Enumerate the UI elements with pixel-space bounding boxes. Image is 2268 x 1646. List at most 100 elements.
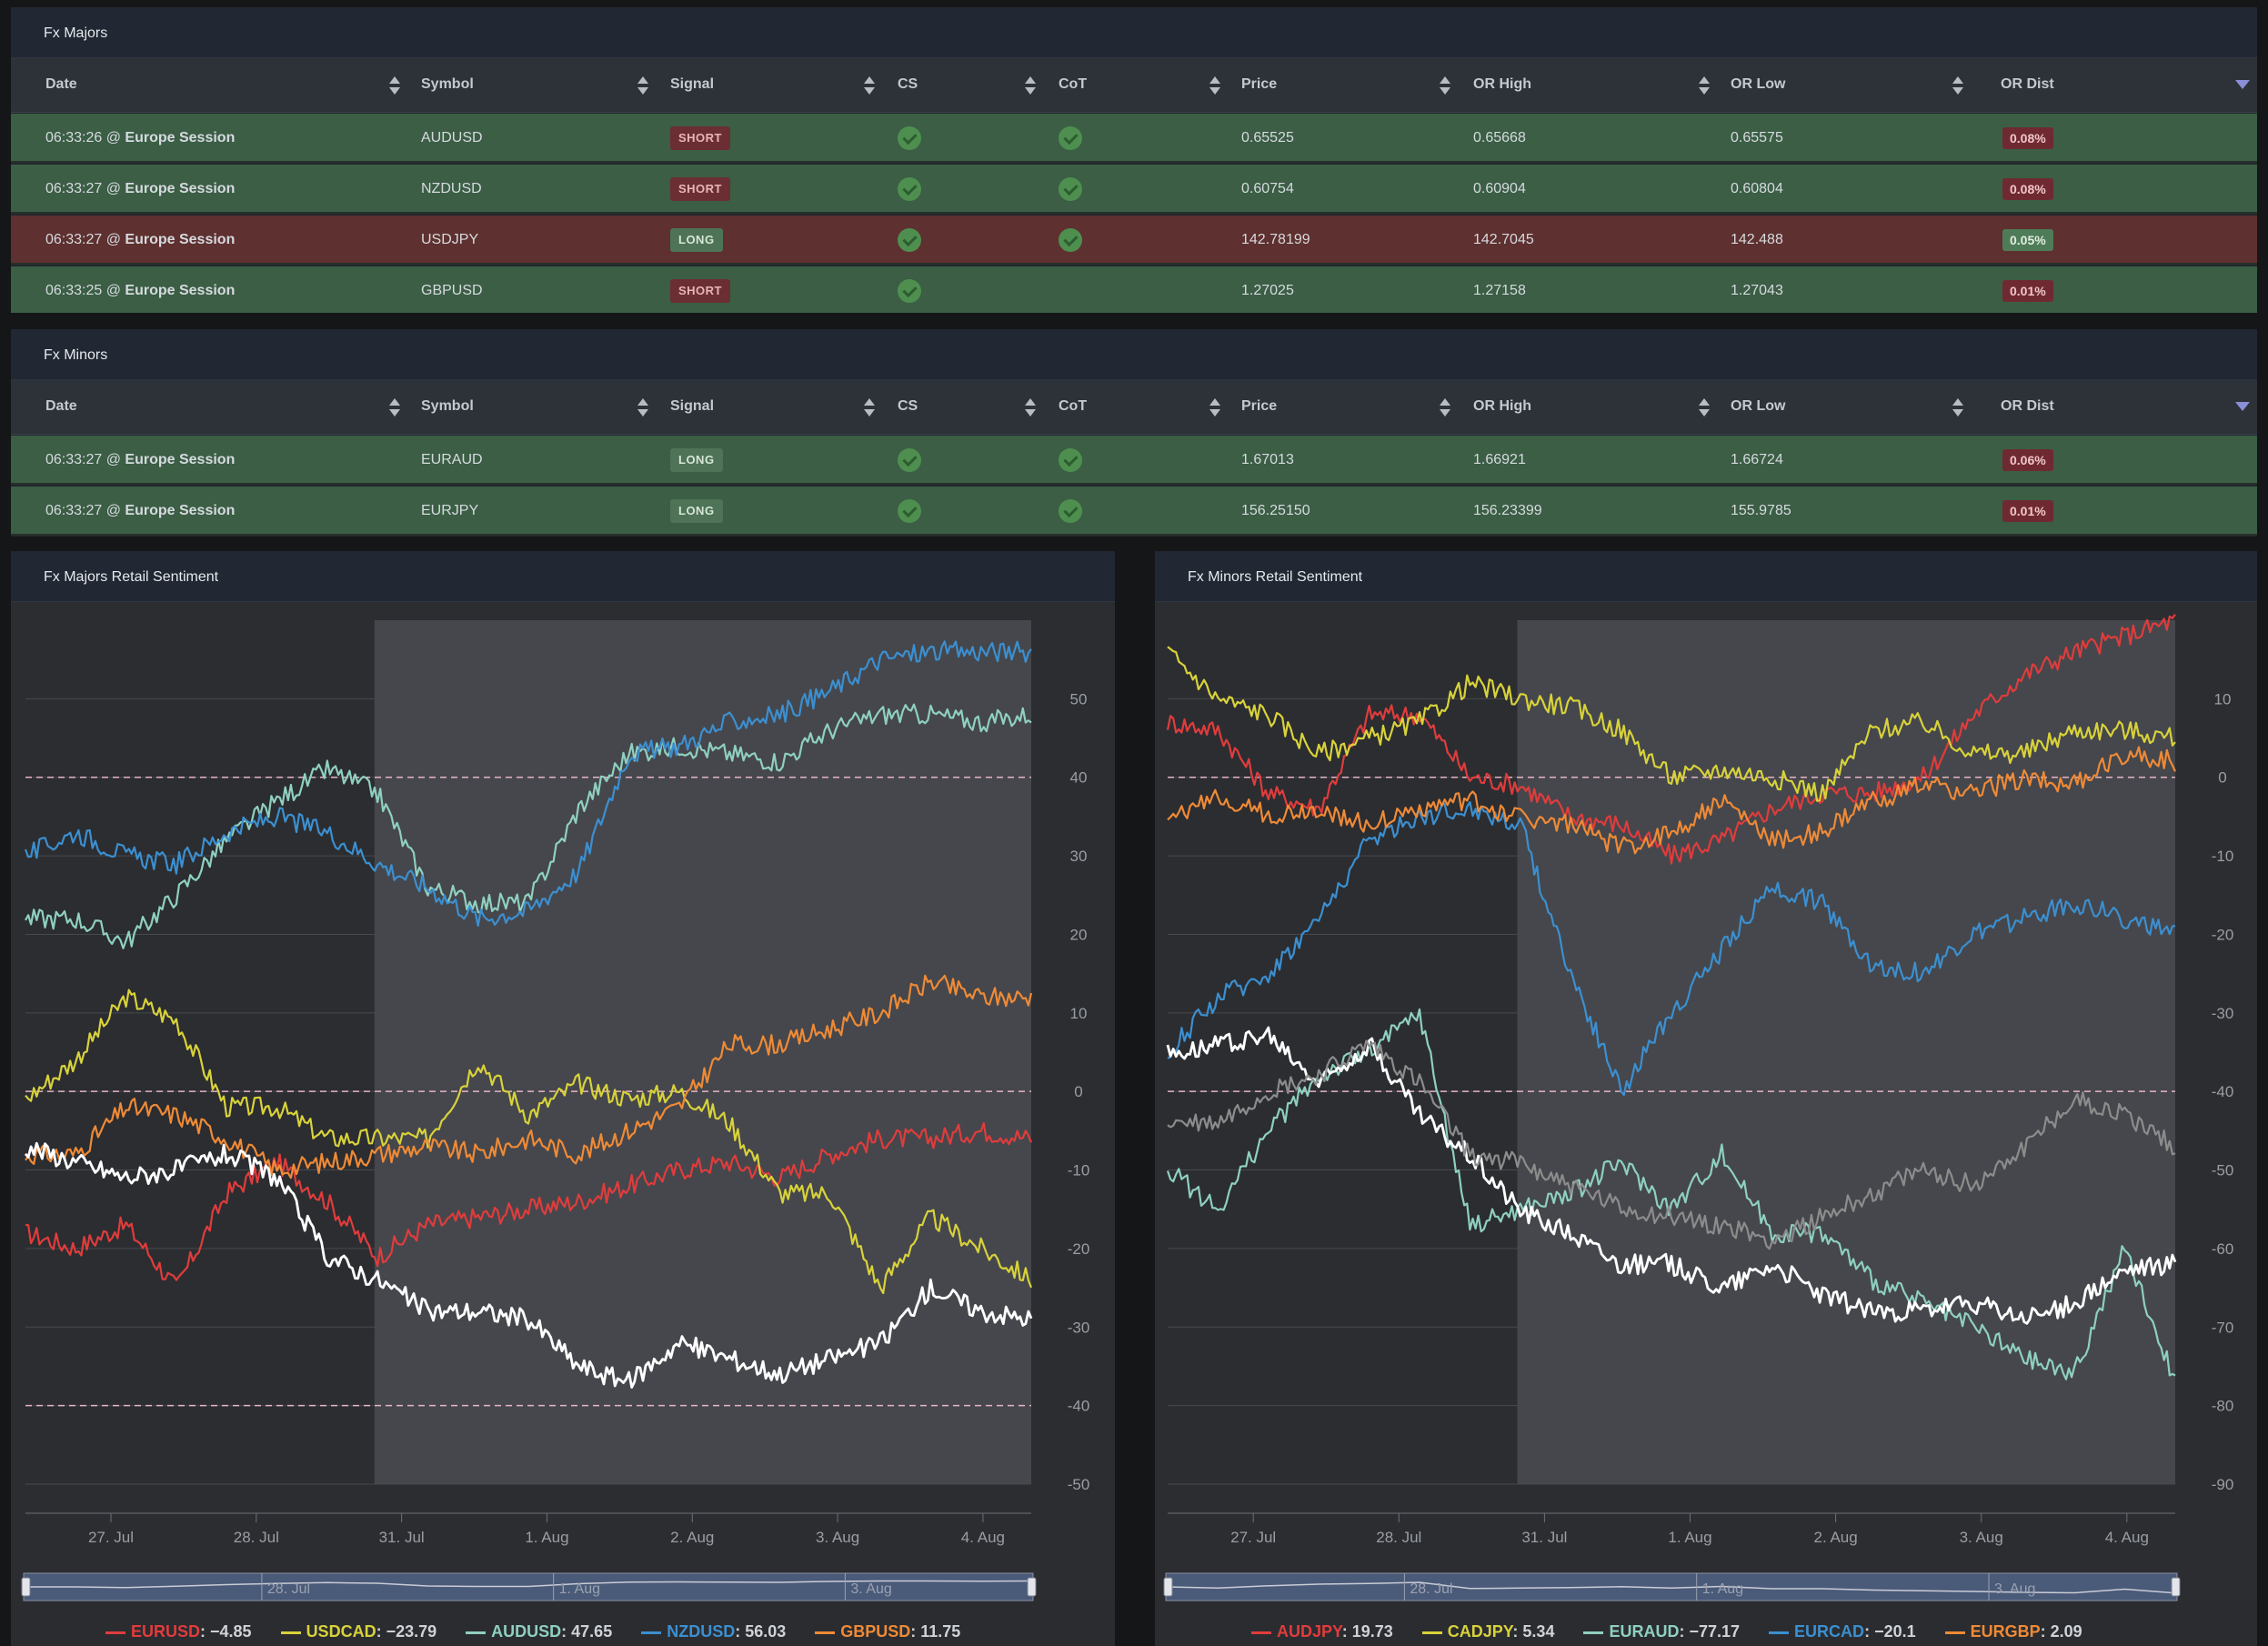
col-signal[interactable]: Signal — [670, 76, 715, 92]
legend-item-nzdusd[interactable]: NZDUSD: 56.03 — [641, 1622, 786, 1641]
y-tick-label: -20 — [2212, 926, 2234, 943]
legend-value: −23.79 — [386, 1622, 437, 1641]
series-line-eurusd[interactable] — [25, 1121, 1033, 1281]
sort-icon[interactable] — [863, 398, 875, 418]
legend-item-cadjpy[interactable]: CADJPY: 5.34 — [1421, 1622, 1554, 1641]
time-text: 06:33:27 @ — [45, 503, 121, 518]
legend-item-audjpy[interactable]: AUDJPY: 19.73 — [1251, 1622, 1393, 1641]
col-or-low[interactable]: OR Low — [1731, 76, 1786, 92]
col-date[interactable]: Date — [45, 76, 77, 92]
sort-icon[interactable] — [388, 398, 400, 418]
symbol-cell[interactable]: EURAUD — [421, 452, 483, 467]
legend-item-euraud[interactable]: EURAUD: −77.17 — [1583, 1622, 1740, 1641]
chart-title: Fx Minors Retail Sentiment — [1188, 569, 1363, 585]
minors-sentiment-chart[interactable]: 10 0 -10 -20 -30 -40 -50 -60 -70 -80 -90 27. Jul 28.… — [1155, 602, 2257, 1646]
series-line-euraud[interactable] — [1166, 1008, 2176, 1380]
signal-badge: LONG — [670, 499, 723, 523]
col-or-high[interactable]: OR High — [1473, 398, 1531, 414]
series-line-usdcad[interactable] — [25, 989, 1033, 1295]
session-text: Europe Session — [125, 130, 236, 146]
legend-item-usdcad[interactable]: USDCAD: −23.79 — [280, 1622, 437, 1641]
table-row[interactable]: 06:33:27 @ Europe Session USDJPY LONG 142.7… — [11, 216, 2257, 265]
or-dist-badge: 0.01% — [2002, 500, 2053, 522]
or-high-cell: 156.23399 — [1473, 503, 1542, 518]
legend-item-eurgbp[interactable]: EURGBP: 2.09 — [1944, 1622, 2082, 1641]
sort-icon[interactable] — [637, 76, 648, 96]
col-symbol[interactable]: Symbol — [421, 398, 474, 414]
navigator-tick-label: 28. Jul — [267, 1581, 310, 1597]
sort-icon[interactable] — [1209, 398, 1220, 418]
symbol-cell[interactable]: EURJPY — [421, 503, 479, 518]
sort-icon[interactable] — [1024, 76, 1036, 96]
legend-value: 47.65 — [571, 1622, 613, 1641]
sort-icon[interactable] — [863, 76, 875, 96]
check-icon — [1059, 448, 1082, 472]
col-or-low[interactable]: OR Low — [1731, 398, 1786, 414]
chart-title: Fx Majors Retail Sentiment — [44, 569, 219, 585]
sort-icon[interactable] — [1698, 76, 1710, 96]
x-tick-label: 31. Jul — [1521, 1529, 1567, 1546]
navigator-handle[interactable] — [21, 1577, 31, 1597]
series-line-cadjpy[interactable] — [1167, 646, 2176, 802]
series-line-gbpusd[interactable] — [25, 974, 1033, 1179]
filter-icon[interactable] — [2235, 400, 2250, 415]
legend-item-eurcad[interactable]: EURCAD: −20.1 — [1769, 1622, 1916, 1641]
col-cs[interactable]: CS — [898, 76, 918, 92]
symbol-cell[interactable]: AUDUSD — [421, 130, 483, 146]
legend-item-gbpusd[interactable]: GBPUSD: 11.75 — [815, 1622, 960, 1641]
session-text: Europe Session — [125, 181, 236, 196]
filter-icon[interactable] — [2235, 78, 2250, 93]
series-line-eurcad[interactable] — [1167, 801, 2176, 1097]
time-text: 06:33:27 @ — [45, 181, 121, 196]
sort-icon[interactable] — [388, 76, 400, 96]
fx-minors-header: Fx Minors — [11, 329, 2257, 380]
sort-icon[interactable] — [1439, 76, 1450, 96]
col-cot[interactable]: CoT — [1059, 76, 1088, 92]
col-price[interactable]: Price — [1241, 398, 1278, 414]
navigator-handle[interactable] — [2171, 1577, 2181, 1597]
sort-icon[interactable] — [1698, 398, 1710, 418]
legend-item-audusd[interactable]: AUDUSD: 47.65 — [466, 1622, 612, 1641]
sort-icon[interactable] — [1439, 398, 1450, 418]
col-or-dist[interactable]: OR Dist — [2001, 76, 2054, 92]
table-row[interactable]: 06:33:25 @ Europe Session GBPUSD SHORT 1.27… — [11, 266, 2257, 313]
fx-minors-panel: Fx Minors Date Symbol Signal CS CoT Pric… — [11, 329, 2257, 537]
series-line[interactable] — [24, 1141, 1033, 1389]
date-cell: 06:33:27 @ Europe Session — [45, 181, 235, 197]
col-date[interactable]: Date — [45, 398, 77, 414]
col-or-high[interactable]: OR High — [1473, 76, 1531, 92]
col-cs[interactable]: CS — [898, 398, 918, 414]
y-tick-label: -60 — [2212, 1240, 2234, 1258]
col-signal[interactable]: Signal — [670, 398, 715, 414]
series-line-nzdusd[interactable] — [24, 640, 1032, 928]
series-line[interactable] — [1167, 1039, 2176, 1250]
legend-item-eurusd[interactable]: EURUSD: −4.85 — [105, 1622, 252, 1641]
navigator-handle[interactable] — [1163, 1577, 1173, 1597]
sort-icon[interactable] — [637, 398, 648, 418]
table-row[interactable]: 06:33:27 @ Europe Session EURAUD LONG 1.670… — [11, 436, 2257, 485]
col-cot[interactable]: CoT — [1059, 398, 1088, 414]
signal-badge: SHORT — [670, 177, 730, 201]
or-low-cell: 142.488 — [1731, 232, 1783, 247]
col-symbol[interactable]: Symbol — [421, 76, 474, 92]
price-cell: 142.78199 — [1241, 232, 1310, 247]
series-line-audjpy[interactable] — [1166, 613, 2176, 865]
table-row[interactable]: 06:33:27 @ Europe Session EURJPY LONG 156.2… — [11, 487, 2257, 536]
navigator-handle[interactable] — [1027, 1577, 1037, 1597]
symbol-cell[interactable]: NZDUSD — [421, 181, 482, 196]
sort-icon[interactable] — [1952, 76, 1963, 96]
col-or-dist[interactable]: OR Dist — [2001, 398, 2054, 414]
sort-icon[interactable] — [1952, 398, 1963, 418]
series-line-eurgbp[interactable] — [1167, 746, 2177, 855]
table-row[interactable]: 06:33:27 @ Europe Session NZDUSD SHORT 0.60… — [11, 165, 2257, 214]
series-line[interactable] — [1166, 1026, 2177, 1325]
sort-icon[interactable] — [1209, 76, 1220, 96]
series-line-audusd[interactable] — [25, 703, 1032, 949]
sort-icon[interactable] — [1024, 398, 1036, 418]
symbol-cell[interactable]: GBPUSD — [421, 283, 483, 298]
majors-sentiment-chart[interactable]: 50 40 30 20 10 0 -10 -20 -30 -40 -50 27. Jul 28. Jul… — [11, 602, 1115, 1646]
col-price[interactable]: Price — [1241, 76, 1278, 92]
symbol-cell[interactable]: USDJPY — [421, 232, 479, 247]
navigator[interactable] — [1165, 1572, 2178, 1601]
table-row[interactable]: 06:33:26 @ Europe Session AUDUSD SHORT 0.65… — [11, 114, 2257, 163]
